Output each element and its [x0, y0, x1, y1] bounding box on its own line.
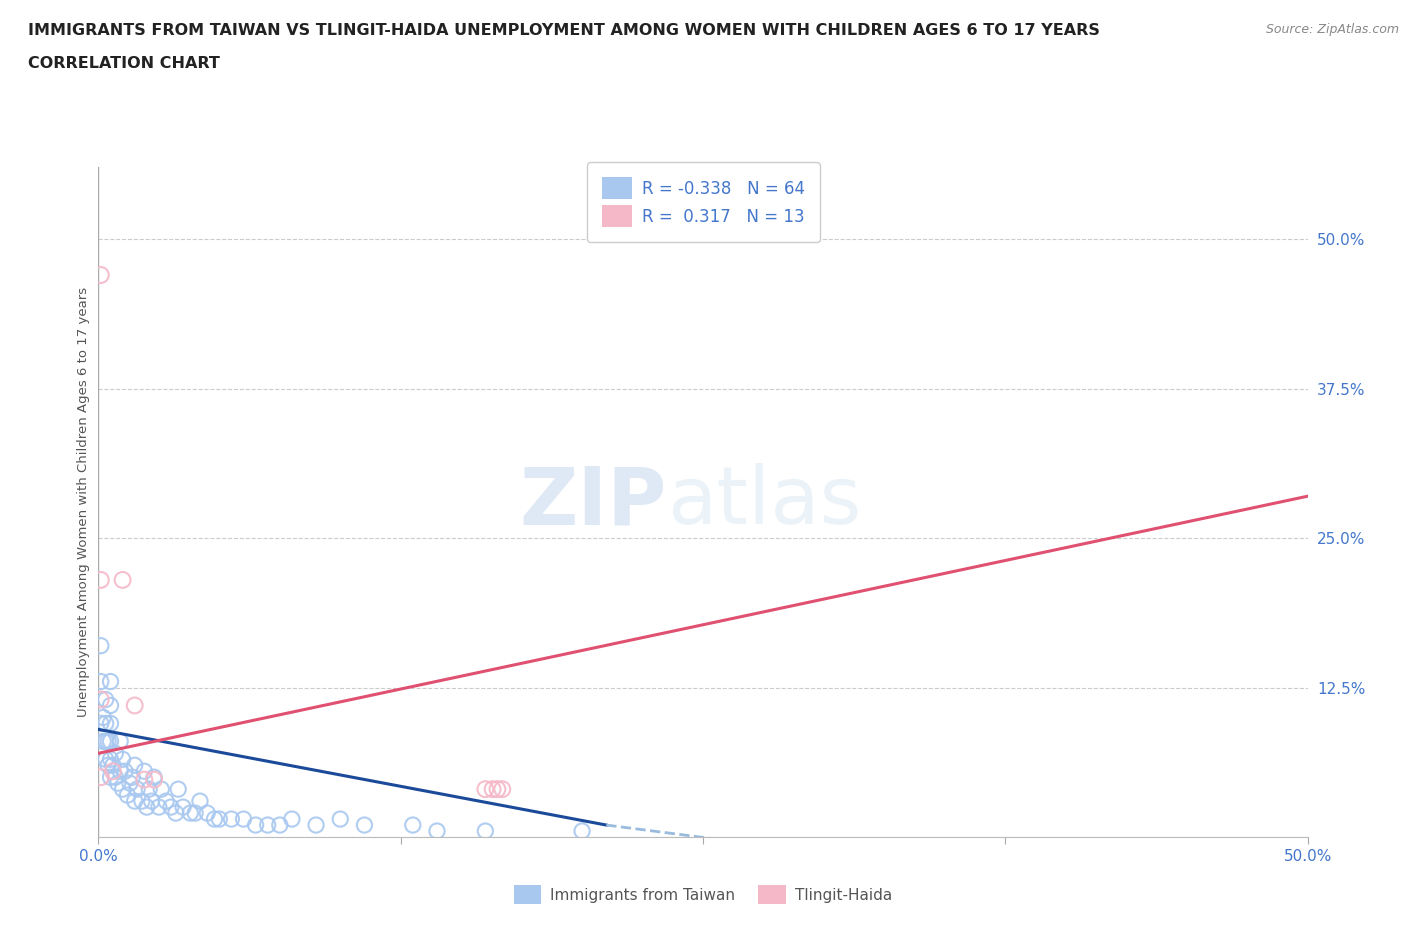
Text: atlas: atlas	[666, 463, 860, 541]
Point	[90, 692, 112, 707]
Point	[141, 793, 163, 808]
Point	[100, 674, 122, 689]
Point	[160, 800, 183, 815]
Point	[91, 734, 114, 749]
Point	[111, 782, 134, 797]
Point	[100, 751, 122, 766]
Point	[571, 824, 593, 839]
Point	[124, 758, 146, 773]
Point	[111, 573, 134, 588]
Point	[245, 817, 267, 832]
Point	[208, 812, 231, 827]
Text: IMMIGRANTS FROM TAIWAN VS TLINGIT-HAIDA UNEMPLOYMENT AMONG WOMEN WITH CHILDREN A: IMMIGRANTS FROM TAIWAN VS TLINGIT-HAIDA …	[28, 23, 1099, 38]
Point	[204, 812, 226, 827]
Point	[100, 734, 122, 749]
Point	[111, 751, 134, 766]
Point	[91, 710, 114, 724]
Point	[104, 770, 127, 785]
Y-axis label: Unemployment Among Women with Children Ages 6 to 17 years: Unemployment Among Women with Children A…	[77, 287, 90, 717]
Point	[143, 772, 166, 787]
Point	[94, 716, 117, 731]
Point	[221, 812, 243, 827]
Point	[121, 770, 143, 785]
Text: Source: ZipAtlas.com: Source: ZipAtlas.com	[1265, 23, 1399, 36]
Point	[117, 788, 139, 803]
Point	[474, 824, 496, 839]
Point	[90, 770, 112, 785]
Point	[172, 800, 194, 815]
Point	[426, 824, 449, 839]
Point	[138, 782, 160, 797]
Point	[329, 812, 352, 827]
Point	[104, 746, 127, 761]
Point	[94, 734, 117, 749]
Point	[101, 758, 124, 773]
Point	[134, 764, 156, 778]
Point	[474, 782, 496, 797]
Point	[108, 734, 131, 749]
Point	[97, 734, 120, 749]
Text: ZIP: ZIP	[519, 463, 666, 541]
Point	[188, 793, 211, 808]
Point	[101, 764, 124, 778]
Point	[100, 770, 122, 785]
Point	[90, 716, 112, 731]
Point	[281, 812, 304, 827]
Point	[94, 751, 117, 766]
Point	[108, 764, 131, 778]
Point	[94, 692, 117, 707]
Point	[486, 782, 509, 797]
Point	[118, 776, 141, 790]
Point	[148, 800, 170, 815]
Point	[184, 805, 207, 820]
Point	[114, 764, 136, 778]
Point	[232, 812, 254, 827]
Point	[305, 817, 328, 832]
Point	[481, 782, 503, 797]
Point	[90, 674, 112, 689]
Point	[135, 800, 157, 815]
Point	[150, 782, 173, 797]
Point	[124, 698, 146, 713]
Point	[90, 268, 112, 283]
Legend: Immigrants from Taiwan, Tlingit-Haida: Immigrants from Taiwan, Tlingit-Haida	[505, 876, 901, 913]
Point	[97, 758, 120, 773]
Point	[90, 638, 112, 653]
Legend: R = -0.338   N = 64, R =  0.317   N = 13: R = -0.338 N = 64, R = 0.317 N = 13	[586, 163, 820, 242]
Text: CORRELATION CHART: CORRELATION CHART	[28, 56, 219, 71]
Point	[402, 817, 425, 832]
Point	[143, 770, 166, 785]
Point	[107, 776, 129, 790]
Point	[134, 772, 156, 787]
Point	[165, 805, 187, 820]
Point	[90, 573, 112, 588]
Point	[256, 817, 278, 832]
Point	[269, 817, 291, 832]
Point	[179, 805, 201, 820]
Point	[167, 782, 190, 797]
Point	[155, 793, 177, 808]
Point	[124, 793, 146, 808]
Point	[131, 793, 153, 808]
Point	[195, 805, 218, 820]
Point	[491, 782, 513, 797]
Point	[100, 698, 122, 713]
Point	[353, 817, 375, 832]
Point	[100, 716, 122, 731]
Point	[127, 782, 149, 797]
